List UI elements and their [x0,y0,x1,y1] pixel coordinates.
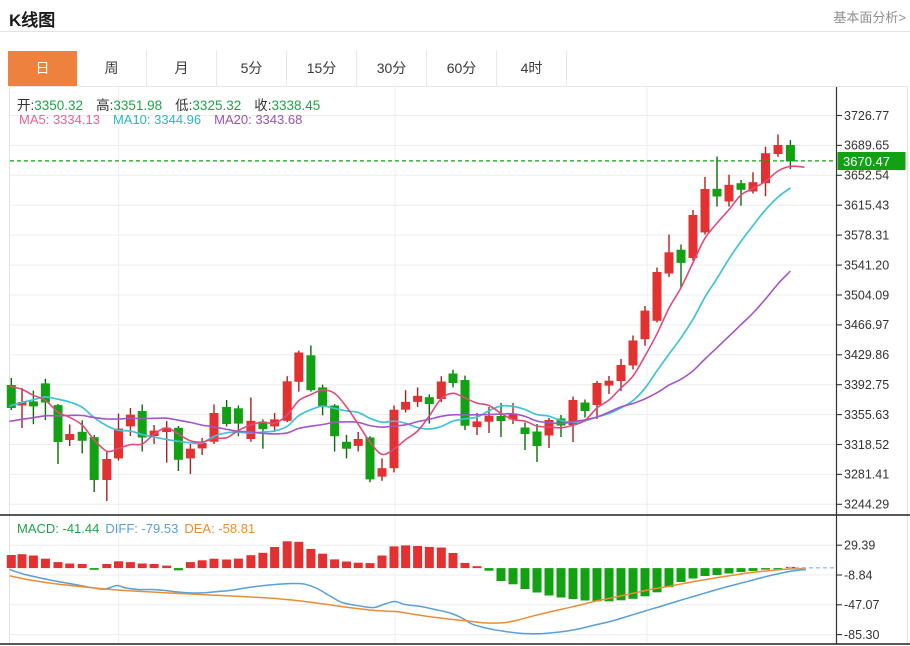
svg-text:3615.43: 3615.43 [844,199,889,213]
svg-text:3392.75: 3392.75 [844,378,889,392]
svg-text:29.39: 29.39 [844,539,875,553]
svg-text:3318.52: 3318.52 [844,438,889,452]
svg-text:3355.63: 3355.63 [844,408,889,422]
svg-text:3541.20: 3541.20 [844,258,889,272]
svg-text:3578.31: 3578.31 [844,228,889,242]
svg-text:3244.29: 3244.29 [844,498,889,512]
svg-text:-47.07: -47.07 [844,598,879,612]
svg-text:3281.41: 3281.41 [844,468,889,482]
svg-text:3652.54: 3652.54 [844,169,889,183]
svg-text:3726.77: 3726.77 [844,109,889,123]
svg-text:3689.65: 3689.65 [844,139,889,153]
svg-text:3429.86: 3429.86 [844,348,889,362]
svg-text:3670.47: 3670.47 [843,154,890,169]
svg-text:3504.09: 3504.09 [844,288,889,302]
svg-text:-8.84: -8.84 [844,568,873,582]
svg-text:-85.30: -85.30 [844,628,879,642]
svg-text:3466.97: 3466.97 [844,318,889,332]
